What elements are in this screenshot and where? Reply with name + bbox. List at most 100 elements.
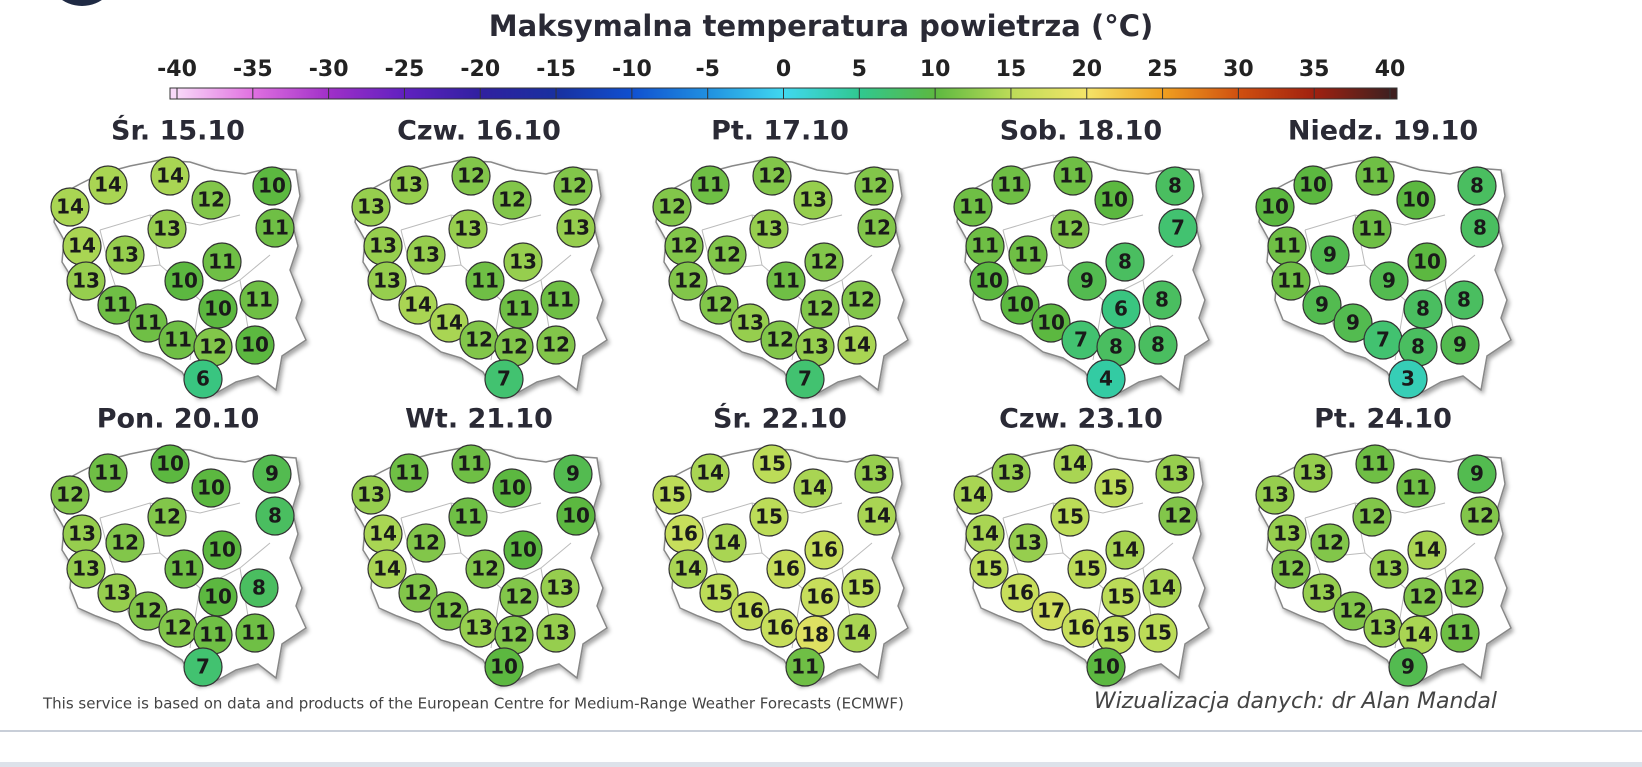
station-marker xyxy=(1053,444,1093,484)
station-value: 14 xyxy=(1059,452,1087,476)
station-marker xyxy=(484,647,524,687)
station-marker xyxy=(1407,242,1447,282)
station-value: 9 xyxy=(1315,293,1329,317)
station-marker xyxy=(351,187,391,227)
colorbar-tick-label: -25 xyxy=(385,57,425,82)
station-marker xyxy=(1302,573,1342,613)
station-marker xyxy=(147,209,187,249)
station-value: 6 xyxy=(1114,297,1128,321)
station-value: 11 xyxy=(94,461,122,485)
station-marker xyxy=(499,289,539,329)
station-marker xyxy=(730,591,770,631)
station-value: 17 xyxy=(1037,599,1065,623)
station-value: 11 xyxy=(772,269,800,293)
station-value: 12 xyxy=(505,585,533,609)
station-marker xyxy=(1271,261,1311,301)
station-value: 7 xyxy=(196,655,210,679)
station-value: 11 xyxy=(1402,476,1430,500)
station-marker xyxy=(785,647,825,687)
station-value: 9 xyxy=(1401,655,1415,679)
station-value: 12 xyxy=(457,164,485,188)
station-marker xyxy=(367,261,407,301)
station-marker xyxy=(1333,303,1373,343)
station-value: 11 xyxy=(454,505,482,529)
station-marker xyxy=(793,468,833,508)
station-marker xyxy=(1310,235,1350,275)
station-value: 12 xyxy=(1277,557,1305,581)
station-value: 15 xyxy=(1107,585,1135,609)
station-marker xyxy=(97,285,137,325)
station-marker xyxy=(1333,591,1373,631)
station-value: 11 xyxy=(245,288,273,312)
station-value: 15 xyxy=(975,557,1003,581)
station-value: 8 xyxy=(1411,335,1425,359)
station-marker xyxy=(690,165,730,205)
station-marker xyxy=(1403,289,1443,329)
station-value: 11 xyxy=(1361,452,1389,476)
station-marker xyxy=(1031,591,1071,631)
credit: Wizualizacja danych: dr Alan Mandal xyxy=(1094,689,1497,714)
station-value: 9 xyxy=(566,462,580,486)
station-marker xyxy=(1388,359,1428,399)
station-value: 10 xyxy=(1402,188,1430,212)
station-value: 14 xyxy=(56,195,84,219)
station-value: 12 xyxy=(56,483,84,507)
station-marker xyxy=(484,359,524,399)
station-marker xyxy=(752,156,792,196)
station-marker xyxy=(1355,156,1395,196)
station-value: 13 xyxy=(454,217,482,241)
station-value: 15 xyxy=(658,483,686,507)
station-marker xyxy=(1008,523,1048,563)
station-marker xyxy=(1310,523,1350,563)
station-value: 9 xyxy=(1382,269,1396,293)
station-value: 11 xyxy=(1358,217,1386,241)
station-value: 11 xyxy=(546,288,574,312)
station-marker xyxy=(88,165,128,205)
station-marker xyxy=(800,577,840,617)
station-value: 12 xyxy=(674,269,702,293)
station-marker xyxy=(1355,444,1395,484)
station-marker xyxy=(499,577,539,617)
station-marker xyxy=(351,475,391,515)
station-value: 13 xyxy=(357,195,385,219)
station-value: 15 xyxy=(1144,621,1172,645)
station-value: 13 xyxy=(72,557,100,581)
station-value: 7 xyxy=(497,367,511,391)
station-value: 18 xyxy=(801,623,829,647)
station-value: 13 xyxy=(111,243,139,267)
station-value: 10 xyxy=(975,269,1003,293)
station-value: 12 xyxy=(1339,599,1367,623)
station-value: 13 xyxy=(1375,557,1403,581)
colorbar-tick-label: -35 xyxy=(233,57,273,82)
station-value: 12 xyxy=(1409,585,1437,609)
panel-date: Śr. 22.10 xyxy=(713,403,847,435)
station-marker xyxy=(804,530,844,570)
station-value: 8 xyxy=(1118,250,1132,274)
colorbar-tick-label: -20 xyxy=(460,57,500,82)
station-marker xyxy=(1105,530,1145,570)
station-value: 8 xyxy=(1151,333,1165,357)
station-value: 12 xyxy=(758,164,786,188)
station-value: 9 xyxy=(1323,243,1337,267)
station-marker xyxy=(1396,468,1436,508)
station-marker xyxy=(105,235,145,275)
station-marker xyxy=(128,303,168,343)
station-value: 11 xyxy=(1273,234,1301,258)
station-marker xyxy=(991,453,1031,493)
station-marker xyxy=(991,165,1031,205)
station-value: 12 xyxy=(705,293,733,317)
panel-date: Niedz. 19.10 xyxy=(1288,116,1478,147)
station-value: 13 xyxy=(1261,483,1289,507)
title: Maksymalna temperatura powietrza (°C) xyxy=(489,9,1154,43)
station-value: 14 xyxy=(863,504,891,528)
station-value: 13 xyxy=(465,616,493,640)
station-value: 12 xyxy=(713,243,741,267)
station-value: 12 xyxy=(498,188,526,212)
station-marker xyxy=(953,187,993,227)
station-marker xyxy=(406,523,446,563)
station-value: 14 xyxy=(971,522,999,546)
